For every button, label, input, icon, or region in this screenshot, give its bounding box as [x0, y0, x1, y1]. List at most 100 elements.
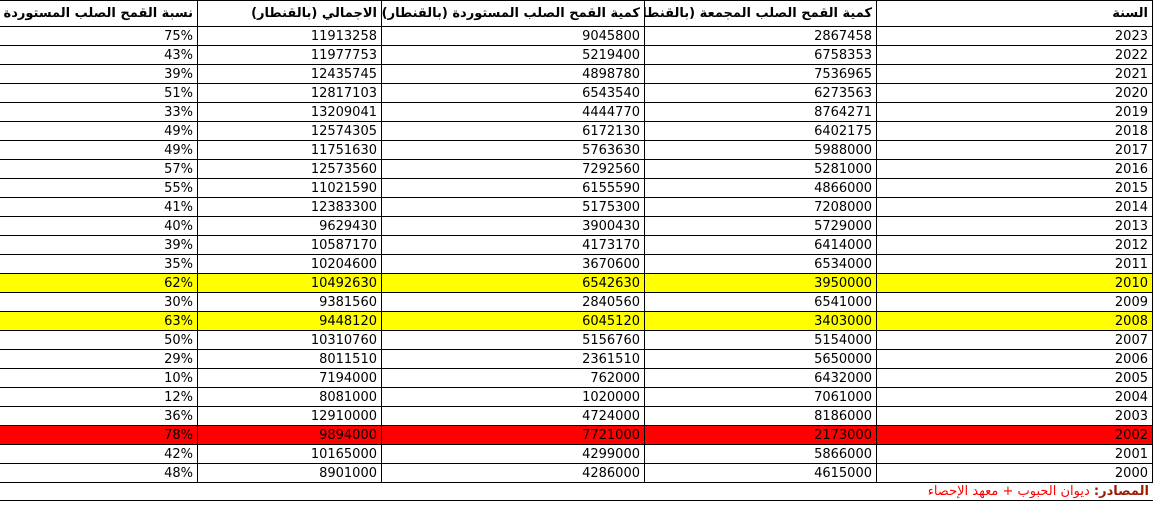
total-quantity-cell[interactable]: 10587170	[197, 235, 382, 255]
year-cell[interactable]: 2006	[876, 349, 1153, 369]
year-cell[interactable]: 2015	[876, 178, 1153, 198]
collected-quantity-cell[interactable]: 7208000	[644, 197, 877, 217]
collected-quantity-cell[interactable]: 6273563	[644, 83, 877, 103]
imported-quantity-cell[interactable]: 4724000	[381, 406, 645, 426]
total-quantity-cell[interactable]: 9381560	[197, 292, 382, 312]
imported-percentage-cell[interactable]: 12%	[0, 387, 198, 407]
total-quantity-cell[interactable]: 10204600	[197, 254, 382, 274]
imported-quantity-cell[interactable]: 2361510	[381, 349, 645, 369]
total-quantity-cell[interactable]: 12435745	[197, 64, 382, 84]
imported-percentage-cell[interactable]: 39%	[0, 64, 198, 84]
imported-quantity-cell[interactable]: 4299000	[381, 444, 645, 464]
imported-quantity-cell[interactable]: 5156760	[381, 330, 645, 350]
year-cell[interactable]: 2007	[876, 330, 1153, 350]
imported-percentage-cell[interactable]: 35%	[0, 254, 198, 274]
collected-quantity-cell[interactable]: 6541000	[644, 292, 877, 312]
collected-quantity-cell[interactable]: 2867458	[644, 26, 877, 46]
imported-percentage-cell[interactable]: 48%	[0, 463, 198, 483]
year-cell[interactable]: 2000	[876, 463, 1153, 483]
collected-quantity-cell[interactable]: 5650000	[644, 349, 877, 369]
total-quantity-cell[interactable]: 9629430	[197, 216, 382, 236]
year-cell[interactable]: 2009	[876, 292, 1153, 312]
year-cell[interactable]: 2001	[876, 444, 1153, 464]
year-cell[interactable]: 2019	[876, 102, 1153, 122]
total-quantity-cell[interactable]: 12817103	[197, 83, 382, 103]
collected-quantity-cell[interactable]: 7061000	[644, 387, 877, 407]
collected-quantity-cell[interactable]: 3403000	[644, 311, 877, 331]
imported-quantity-cell[interactable]: 7292560	[381, 159, 645, 179]
imported-quantity-cell[interactable]: 6172130	[381, 121, 645, 141]
year-cell[interactable]: 2004	[876, 387, 1153, 407]
total-quantity-cell[interactable]: 11021590	[197, 178, 382, 198]
imported-quantity-cell[interactable]: 4444770	[381, 102, 645, 122]
total-quantity-cell[interactable]: 11977753	[197, 45, 382, 65]
year-cell[interactable]: 2002	[876, 425, 1153, 445]
imported-percentage-cell[interactable]: 49%	[0, 140, 198, 160]
year-cell[interactable]: 2010	[876, 273, 1153, 293]
collected-quantity-cell[interactable]: 5154000	[644, 330, 877, 350]
total-quantity-cell[interactable]: 8901000	[197, 463, 382, 483]
collected-quantity-cell[interactable]: 5866000	[644, 444, 877, 464]
collected-quantity-cell[interactable]: 4615000	[644, 463, 877, 483]
total-quantity-cell[interactable]: 11751630	[197, 140, 382, 160]
imported-quantity-cell[interactable]: 4286000	[381, 463, 645, 483]
collected-quantity-cell[interactable]: 7536965	[644, 64, 877, 84]
total-quantity-cell[interactable]: 12383300	[197, 197, 382, 217]
imported-percentage-cell[interactable]: 50%	[0, 330, 198, 350]
imported-quantity-cell[interactable]: 6155590	[381, 178, 645, 198]
year-cell[interactable]: 2012	[876, 235, 1153, 255]
collected-quantity-cell[interactable]: 8186000	[644, 406, 877, 426]
imported-percentage-cell[interactable]: 29%	[0, 349, 198, 369]
total-quantity-cell[interactable]: 12574305	[197, 121, 382, 141]
year-cell[interactable]: 2003	[876, 406, 1153, 426]
imported-percentage-cell[interactable]: 43%	[0, 45, 198, 65]
imported-quantity-cell[interactable]: 5219400	[381, 45, 645, 65]
column-header-percentage[interactable]: نسبة القمح الصلب المستوردة	[0, 0, 198, 27]
collected-quantity-cell[interactable]: 3950000	[644, 273, 877, 293]
year-cell[interactable]: 2013	[876, 216, 1153, 236]
imported-quantity-cell[interactable]: 6542630	[381, 273, 645, 293]
imported-percentage-cell[interactable]: 57%	[0, 159, 198, 179]
total-quantity-cell[interactable]: 9894000	[197, 425, 382, 445]
imported-quantity-cell[interactable]: 2840560	[381, 292, 645, 312]
total-quantity-cell[interactable]: 13209041	[197, 102, 382, 122]
total-quantity-cell[interactable]: 10165000	[197, 444, 382, 464]
imported-percentage-cell[interactable]: 75%	[0, 26, 198, 46]
imported-quantity-cell[interactable]: 4898780	[381, 64, 645, 84]
year-cell[interactable]: 2017	[876, 140, 1153, 160]
imported-percentage-cell[interactable]: 40%	[0, 216, 198, 236]
collected-quantity-cell[interactable]: 6432000	[644, 368, 877, 388]
imported-quantity-cell[interactable]: 6045120	[381, 311, 645, 331]
imported-percentage-cell[interactable]: 51%	[0, 83, 198, 103]
year-cell[interactable]: 2005	[876, 368, 1153, 388]
imported-percentage-cell[interactable]: 78%	[0, 425, 198, 445]
collected-quantity-cell[interactable]: 6414000	[644, 235, 877, 255]
total-quantity-cell[interactable]: 7194000	[197, 368, 382, 388]
imported-quantity-cell[interactable]: 1020000	[381, 387, 645, 407]
year-cell[interactable]: 2021	[876, 64, 1153, 84]
collected-quantity-cell[interactable]: 6402175	[644, 121, 877, 141]
collected-quantity-cell[interactable]: 4866000	[644, 178, 877, 198]
collected-quantity-cell[interactable]: 5281000	[644, 159, 877, 179]
total-quantity-cell[interactable]: 12573560	[197, 159, 382, 179]
total-quantity-cell[interactable]: 11913258	[197, 26, 382, 46]
year-cell[interactable]: 2020	[876, 83, 1153, 103]
column-header-year[interactable]: السنة	[876, 0, 1153, 27]
imported-quantity-cell[interactable]: 4173170	[381, 235, 645, 255]
year-cell[interactable]: 2008	[876, 311, 1153, 331]
imported-quantity-cell[interactable]: 9045800	[381, 26, 645, 46]
collected-quantity-cell[interactable]: 2173000	[644, 425, 877, 445]
year-cell[interactable]: 2018	[876, 121, 1153, 141]
imported-quantity-cell[interactable]: 5175300	[381, 197, 645, 217]
imported-percentage-cell[interactable]: 63%	[0, 311, 198, 331]
collected-quantity-cell[interactable]: 8764271	[644, 102, 877, 122]
collected-quantity-cell[interactable]: 5729000	[644, 216, 877, 236]
imported-quantity-cell[interactable]: 3900430	[381, 216, 645, 236]
column-header-imported[interactable]: كمية القمح الصلب المستوردة (بالقنطار)	[381, 0, 645, 27]
total-quantity-cell[interactable]: 10310760	[197, 330, 382, 350]
year-cell[interactable]: 2023	[876, 26, 1153, 46]
column-header-total[interactable]: الاجمالي (بالقنطار)	[197, 0, 382, 27]
imported-percentage-cell[interactable]: 33%	[0, 102, 198, 122]
collected-quantity-cell[interactable]: 5988000	[644, 140, 877, 160]
imported-quantity-cell[interactable]: 6543540	[381, 83, 645, 103]
